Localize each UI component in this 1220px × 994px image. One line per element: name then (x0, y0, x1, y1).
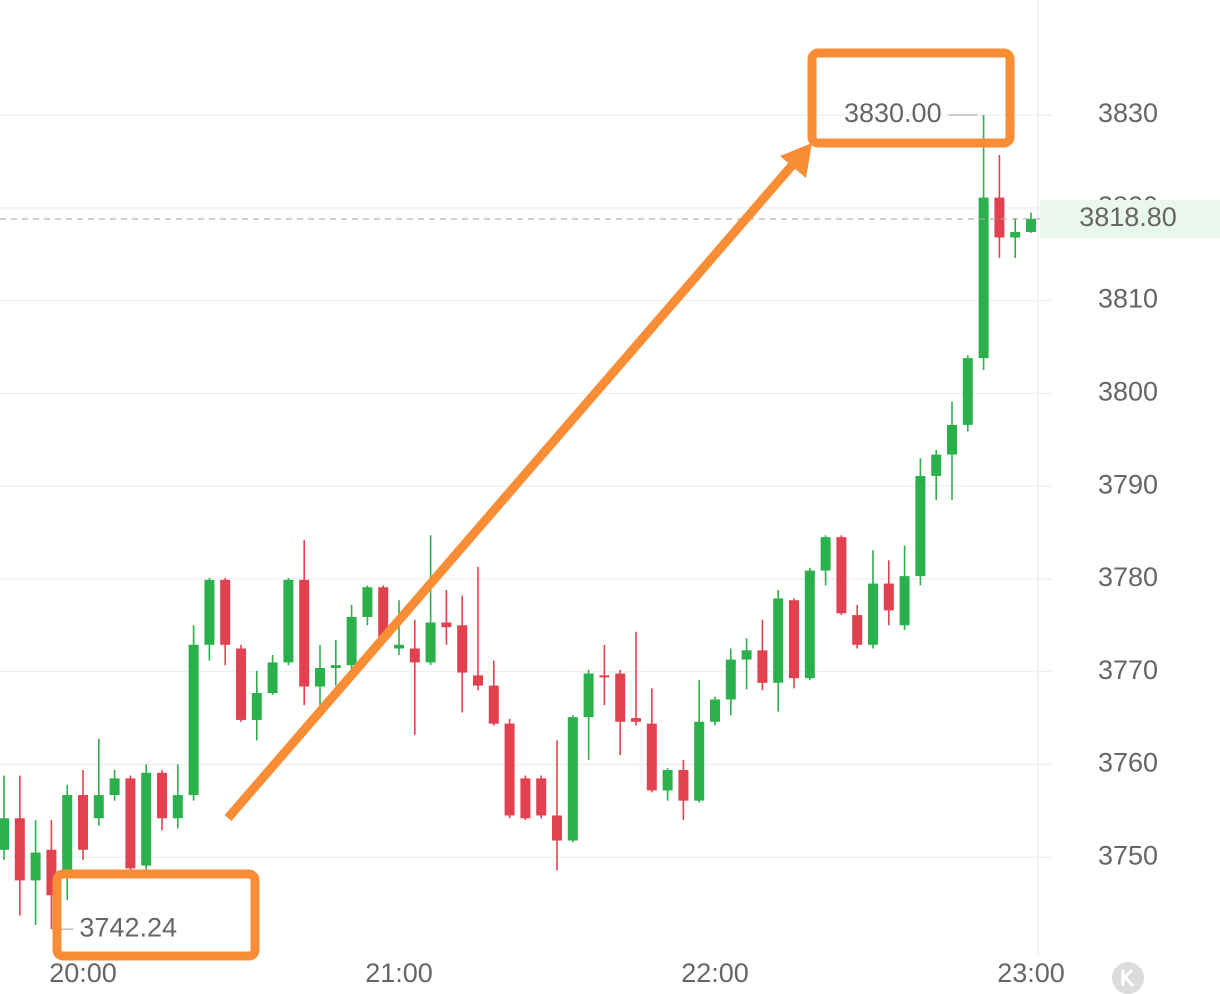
candle-body (78, 795, 88, 850)
candle-body (678, 770, 689, 801)
highlight-box (52, 869, 260, 961)
candle-body (1026, 218, 1036, 232)
candle-body (362, 587, 373, 617)
candle-body (567, 717, 578, 841)
annotations (52, 48, 1015, 961)
arrow-head (780, 143, 812, 178)
y-tick-label: 3750 (1098, 840, 1158, 870)
candle-body (315, 667, 325, 687)
candle-body (14, 818, 25, 881)
candle-body (899, 576, 910, 626)
last-price-box (1040, 199, 1220, 238)
min-label: 3742.24 (79, 912, 177, 942)
candle-body (741, 650, 752, 660)
candle-body (694, 721, 705, 801)
candle-body (536, 778, 547, 816)
y-tick-label: 3780 (1098, 562, 1158, 592)
candle-body (757, 650, 768, 683)
y-tick-label: 3790 (1098, 469, 1158, 499)
candle-body (852, 615, 863, 645)
candle-body (552, 815, 562, 841)
candle-body (646, 723, 657, 791)
candles (0, 115, 1036, 930)
candle-body (283, 579, 294, 663)
candle-body (947, 424, 957, 455)
candle-body (299, 579, 310, 687)
candle-body (931, 454, 942, 476)
x-tick-label: 23:00 (997, 958, 1065, 988)
candle-body (220, 579, 231, 645)
candle-body (836, 537, 847, 614)
x-tick-label: 20:00 (49, 958, 117, 988)
x-tick-label: 22:00 (681, 958, 749, 988)
candle-body (330, 665, 341, 668)
grid (0, 114, 1052, 858)
candle-body (109, 778, 120, 796)
candle-body (473, 675, 483, 686)
candle-body (346, 616, 357, 666)
candle-body (267, 662, 278, 694)
candle-body (62, 795, 73, 875)
y-tick-label: 3770 (1098, 655, 1158, 685)
candle-body (804, 570, 815, 679)
candle-body (504, 723, 515, 816)
candle-body (978, 197, 989, 359)
candle-body (157, 772, 167, 819)
candle-body (599, 675, 610, 678)
candle-body (457, 625, 468, 673)
candle-body (46, 849, 57, 896)
candle-body (378, 587, 389, 641)
candle-body (394, 644, 404, 649)
candle-body (172, 795, 183, 819)
candle-body (236, 648, 246, 720)
highlight-box (807, 48, 1015, 148)
candle-body (725, 659, 736, 700)
candle-body (188, 644, 199, 796)
candle-body (488, 685, 499, 724)
candle-body (1010, 231, 1021, 238)
y-tick-label: 3760 (1098, 748, 1158, 778)
k-glyph (1121, 968, 1135, 987)
k-icon[interactable] (1112, 962, 1144, 994)
candle-body (962, 358, 973, 425)
candle-body (141, 772, 152, 866)
candle-body (662, 770, 673, 791)
candle-body (820, 537, 831, 571)
candle-body (915, 475, 926, 577)
y-tick-label: 3800 (1098, 376, 1158, 406)
max-label: 3830.00 (844, 98, 942, 128)
candle-body (30, 852, 41, 881)
y-tick-label: 3830 (1098, 98, 1158, 128)
candle-body (93, 795, 104, 819)
candle-body (994, 197, 1005, 238)
x-tick-label: 21:00 (365, 958, 433, 988)
arrow-line (224, 159, 799, 821)
last-price-label: 3818.80 (1079, 202, 1177, 232)
candle-body (710, 699, 720, 722)
candle-body (425, 622, 436, 663)
candle-body (615, 673, 626, 722)
candle-body (520, 778, 531, 819)
candle-body (868, 583, 878, 645)
y-tick-label: 3810 (1098, 284, 1158, 314)
candle-body (883, 583, 894, 611)
labels: 37503760377037803790380038103820383020:0… (0, 98, 1220, 988)
candle-body (773, 598, 784, 683)
candle-body (409, 648, 420, 663)
candle-body (125, 778, 136, 869)
candle-body (251, 693, 262, 720)
candle-body (441, 622, 452, 628)
candle-body (631, 718, 641, 722)
candle-body (0, 818, 9, 850)
candle-body (204, 579, 215, 645)
candle-body (583, 673, 594, 718)
candle-body (789, 600, 799, 679)
k-button[interactable] (1112, 962, 1144, 994)
